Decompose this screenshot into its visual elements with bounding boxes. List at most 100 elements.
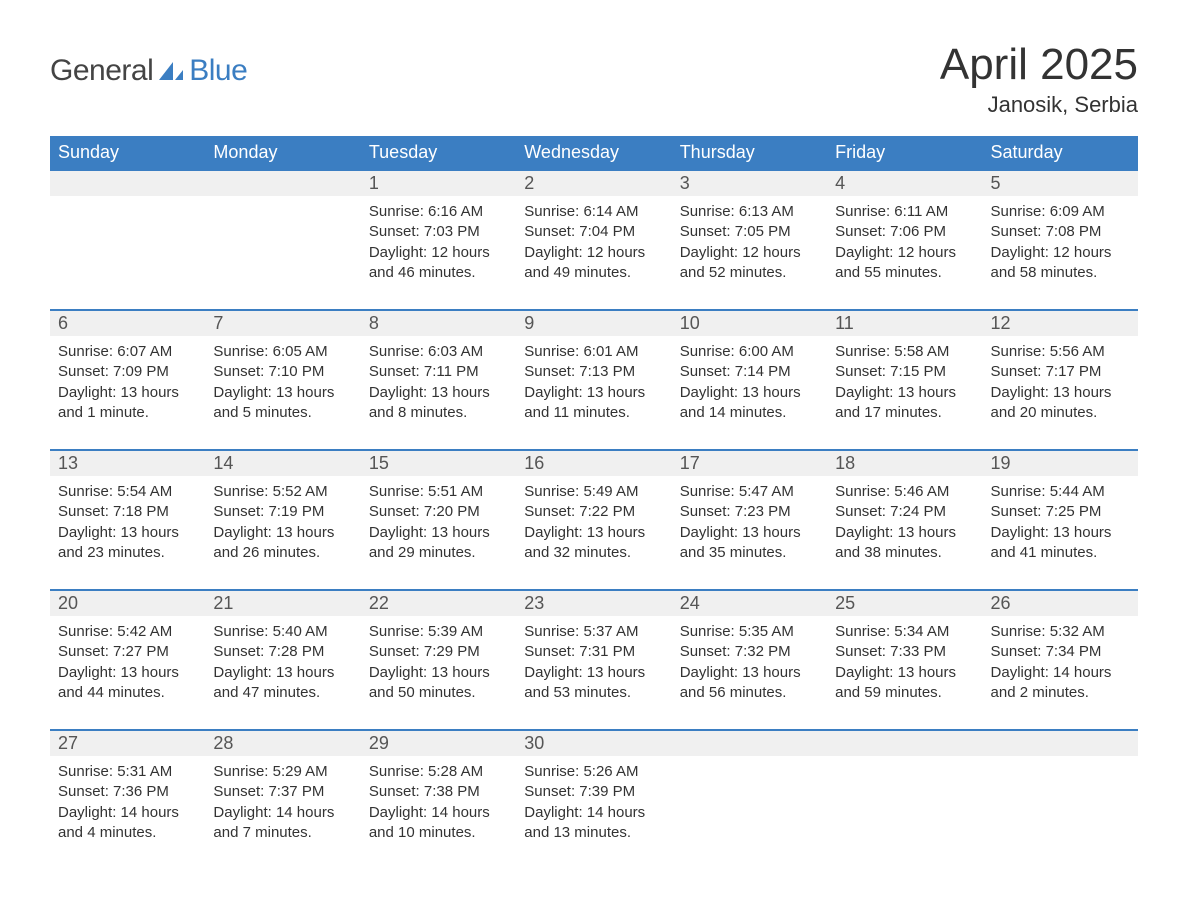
sunset-text: Sunset: 7:13 PM bbox=[524, 362, 663, 382]
sunset-text: Sunset: 7:33 PM bbox=[835, 642, 974, 662]
day-body: Sunrise: 5:34 AMSunset: 7:33 PMDaylight:… bbox=[827, 616, 982, 713]
sunrise-text: Sunrise: 5:40 AM bbox=[213, 622, 352, 642]
day-body: Sunrise: 6:00 AMSunset: 7:14 PMDaylight:… bbox=[672, 336, 827, 433]
sunset-text: Sunset: 7:34 PM bbox=[991, 642, 1130, 662]
sunrise-text: Sunrise: 6:11 AM bbox=[835, 202, 974, 222]
day-body: Sunrise: 5:56 AMSunset: 7:17 PMDaylight:… bbox=[983, 336, 1138, 433]
daylight-text: Daylight: 13 hours and 14 minutes. bbox=[680, 383, 819, 424]
calendar-cell: 18Sunrise: 5:46 AMSunset: 7:24 PMDayligh… bbox=[827, 449, 982, 589]
daylight-text: Daylight: 13 hours and 20 minutes. bbox=[991, 383, 1130, 424]
calendar-cell bbox=[205, 169, 360, 309]
sunrise-text: Sunrise: 5:54 AM bbox=[58, 482, 197, 502]
day-number: 13 bbox=[50, 449, 205, 476]
day-number-empty bbox=[983, 729, 1138, 756]
sunset-text: Sunset: 7:29 PM bbox=[369, 642, 508, 662]
sunrise-text: Sunrise: 6:16 AM bbox=[369, 202, 508, 222]
calendar-table: SundayMondayTuesdayWednesdayThursdayFrid… bbox=[50, 136, 1138, 869]
sunset-text: Sunset: 7:32 PM bbox=[680, 642, 819, 662]
sunset-text: Sunset: 7:27 PM bbox=[58, 642, 197, 662]
sunset-text: Sunset: 7:17 PM bbox=[991, 362, 1130, 382]
sunset-text: Sunset: 7:15 PM bbox=[835, 362, 974, 382]
sunrise-text: Sunrise: 5:37 AM bbox=[524, 622, 663, 642]
sunset-text: Sunset: 7:23 PM bbox=[680, 502, 819, 522]
day-number: 28 bbox=[205, 729, 360, 756]
day-body: Sunrise: 6:01 AMSunset: 7:13 PMDaylight:… bbox=[516, 336, 671, 433]
day-header: Friday bbox=[827, 136, 982, 169]
day-number: 22 bbox=[361, 589, 516, 616]
day-body: Sunrise: 6:16 AMSunset: 7:03 PMDaylight:… bbox=[361, 196, 516, 293]
calendar-week-row: 1Sunrise: 6:16 AMSunset: 7:03 PMDaylight… bbox=[50, 169, 1138, 309]
day-number-empty bbox=[205, 169, 360, 196]
day-body: Sunrise: 5:40 AMSunset: 7:28 PMDaylight:… bbox=[205, 616, 360, 713]
day-body: Sunrise: 6:14 AMSunset: 7:04 PMDaylight:… bbox=[516, 196, 671, 293]
day-number: 30 bbox=[516, 729, 671, 756]
day-header: Thursday bbox=[672, 136, 827, 169]
day-number: 21 bbox=[205, 589, 360, 616]
sunset-text: Sunset: 7:03 PM bbox=[369, 222, 508, 242]
sunrise-text: Sunrise: 6:00 AM bbox=[680, 342, 819, 362]
day-number: 27 bbox=[50, 729, 205, 756]
calendar-cell: 13Sunrise: 5:54 AMSunset: 7:18 PMDayligh… bbox=[50, 449, 205, 589]
sunset-text: Sunset: 7:39 PM bbox=[524, 782, 663, 802]
day-number: 24 bbox=[672, 589, 827, 616]
calendar-week-row: 20Sunrise: 5:42 AMSunset: 7:27 PMDayligh… bbox=[50, 589, 1138, 729]
daylight-text: Daylight: 13 hours and 44 minutes. bbox=[58, 663, 197, 704]
day-number: 17 bbox=[672, 449, 827, 476]
day-number: 1 bbox=[361, 169, 516, 196]
sunrise-text: Sunrise: 5:51 AM bbox=[369, 482, 508, 502]
page-title: April 2025 bbox=[940, 40, 1138, 90]
sunrise-text: Sunrise: 5:26 AM bbox=[524, 762, 663, 782]
logo-sail-icon bbox=[157, 60, 185, 82]
daylight-text: Daylight: 13 hours and 59 minutes. bbox=[835, 663, 974, 704]
day-body: Sunrise: 5:37 AMSunset: 7:31 PMDaylight:… bbox=[516, 616, 671, 713]
day-body: Sunrise: 6:07 AMSunset: 7:09 PMDaylight:… bbox=[50, 336, 205, 433]
daylight-text: Daylight: 12 hours and 46 minutes. bbox=[369, 243, 508, 284]
day-number: 4 bbox=[827, 169, 982, 196]
sunset-text: Sunset: 7:36 PM bbox=[58, 782, 197, 802]
daylight-text: Daylight: 13 hours and 35 minutes. bbox=[680, 523, 819, 564]
daylight-text: Daylight: 14 hours and 4 minutes. bbox=[58, 803, 197, 844]
day-body: Sunrise: 5:54 AMSunset: 7:18 PMDaylight:… bbox=[50, 476, 205, 573]
calendar-week-row: 6Sunrise: 6:07 AMSunset: 7:09 PMDaylight… bbox=[50, 309, 1138, 449]
sunset-text: Sunset: 7:19 PM bbox=[213, 502, 352, 522]
day-number: 8 bbox=[361, 309, 516, 336]
title-block: April 2025 Janosik, Serbia bbox=[940, 40, 1138, 118]
daylight-text: Daylight: 14 hours and 10 minutes. bbox=[369, 803, 508, 844]
calendar-cell: 7Sunrise: 6:05 AMSunset: 7:10 PMDaylight… bbox=[205, 309, 360, 449]
daylight-text: Daylight: 12 hours and 55 minutes. bbox=[835, 243, 974, 284]
calendar-cell: 30Sunrise: 5:26 AMSunset: 7:39 PMDayligh… bbox=[516, 729, 671, 869]
sunset-text: Sunset: 7:20 PM bbox=[369, 502, 508, 522]
sunrise-text: Sunrise: 5:49 AM bbox=[524, 482, 663, 502]
day-number-empty bbox=[827, 729, 982, 756]
day-body: Sunrise: 5:49 AMSunset: 7:22 PMDaylight:… bbox=[516, 476, 671, 573]
calendar-cell: 12Sunrise: 5:56 AMSunset: 7:17 PMDayligh… bbox=[983, 309, 1138, 449]
sunset-text: Sunset: 7:18 PM bbox=[58, 502, 197, 522]
calendar-cell: 27Sunrise: 5:31 AMSunset: 7:36 PMDayligh… bbox=[50, 729, 205, 869]
calendar-cell: 2Sunrise: 6:14 AMSunset: 7:04 PMDaylight… bbox=[516, 169, 671, 309]
location-label: Janosik, Serbia bbox=[940, 92, 1138, 118]
daylight-text: Daylight: 13 hours and 8 minutes. bbox=[369, 383, 508, 424]
sunrise-text: Sunrise: 5:52 AM bbox=[213, 482, 352, 502]
sunrise-text: Sunrise: 5:32 AM bbox=[991, 622, 1130, 642]
daylight-text: Daylight: 13 hours and 17 minutes. bbox=[835, 383, 974, 424]
day-number: 14 bbox=[205, 449, 360, 476]
daylight-text: Daylight: 13 hours and 47 minutes. bbox=[213, 663, 352, 704]
calendar-cell: 14Sunrise: 5:52 AMSunset: 7:19 PMDayligh… bbox=[205, 449, 360, 589]
sunset-text: Sunset: 7:08 PM bbox=[991, 222, 1130, 242]
calendar-cell: 28Sunrise: 5:29 AMSunset: 7:37 PMDayligh… bbox=[205, 729, 360, 869]
calendar-cell: 29Sunrise: 5:28 AMSunset: 7:38 PMDayligh… bbox=[361, 729, 516, 869]
calendar-cell: 6Sunrise: 6:07 AMSunset: 7:09 PMDaylight… bbox=[50, 309, 205, 449]
day-body: Sunrise: 6:05 AMSunset: 7:10 PMDaylight:… bbox=[205, 336, 360, 433]
day-header: Wednesday bbox=[516, 136, 671, 169]
daylight-text: Daylight: 14 hours and 2 minutes. bbox=[991, 663, 1130, 704]
day-number: 11 bbox=[827, 309, 982, 336]
calendar-cell bbox=[50, 169, 205, 309]
daylight-text: Daylight: 13 hours and 11 minutes. bbox=[524, 383, 663, 424]
day-number: 25 bbox=[827, 589, 982, 616]
sunrise-text: Sunrise: 5:56 AM bbox=[991, 342, 1130, 362]
day-number: 9 bbox=[516, 309, 671, 336]
daylight-text: Daylight: 13 hours and 38 minutes. bbox=[835, 523, 974, 564]
daylight-text: Daylight: 13 hours and 5 minutes. bbox=[213, 383, 352, 424]
day-number: 26 bbox=[983, 589, 1138, 616]
calendar-cell: 21Sunrise: 5:40 AMSunset: 7:28 PMDayligh… bbox=[205, 589, 360, 729]
